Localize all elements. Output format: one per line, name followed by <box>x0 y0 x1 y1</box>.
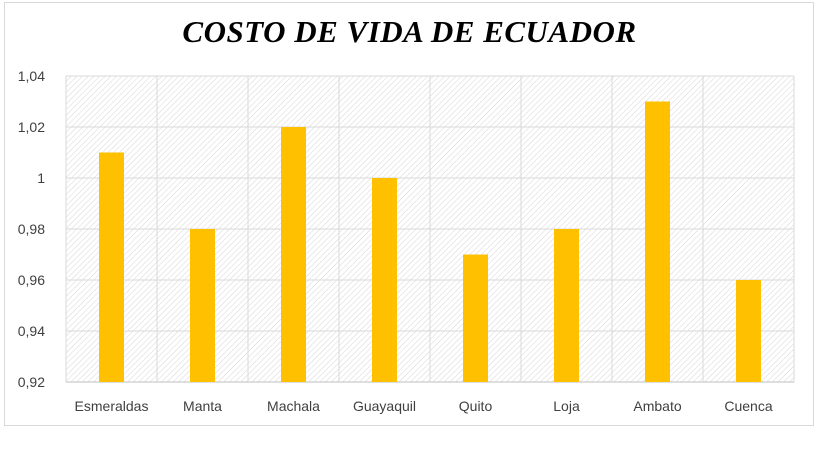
x-tick-label: Cuenca <box>724 398 772 414</box>
x-axis-ticks: Esmeraldas Manta Machala Guayaquil Quito Loja… <box>75 398 773 414</box>
x-tick-label: Loja <box>553 398 580 414</box>
bar-esmeraldas <box>99 152 124 382</box>
y-tick-label: 0,92 <box>18 374 45 390</box>
bar-quito <box>463 254 488 382</box>
x-tick-label: Machala <box>267 398 320 414</box>
y-tick-label: 1,02 <box>18 119 45 135</box>
bar-guayaquil <box>372 178 397 382</box>
bar-cuenca <box>736 280 761 382</box>
x-tick-label: Quito <box>459 398 493 414</box>
y-tick-label: 1 <box>37 170 45 186</box>
bar-machala <box>281 127 306 382</box>
y-tick-label: 0,96 <box>18 272 45 288</box>
chart-title: COSTO DE VIDA DE ECUADOR <box>182 14 637 49</box>
y-tick-label: 0,98 <box>18 221 45 237</box>
x-tick-label: Manta <box>183 398 222 414</box>
bar-ambato <box>645 101 670 382</box>
y-tick-label: 1,04 <box>18 68 45 84</box>
bar-loja <box>554 229 579 382</box>
gridlines <box>65 75 795 383</box>
x-tick-label: Esmeraldas <box>75 398 149 414</box>
bar-manta <box>190 229 215 382</box>
x-tick-label: Guayaquil <box>353 398 416 414</box>
x-tick-label: Ambato <box>633 398 681 414</box>
y-axis-ticks: 0,92 0,94 0,96 0,98 1 1,02 1,04 <box>18 68 45 390</box>
y-tick-label: 0,94 <box>18 323 45 339</box>
bars <box>99 101 761 382</box>
